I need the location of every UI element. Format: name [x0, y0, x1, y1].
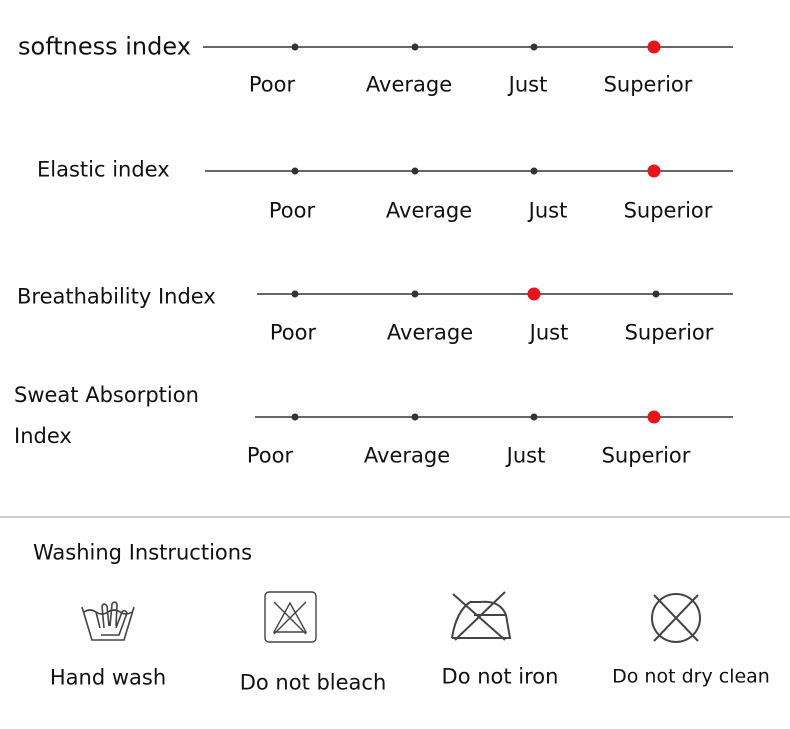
level-dot — [291, 413, 299, 421]
level-dot — [291, 43, 299, 51]
selected-dot — [647, 410, 661, 424]
washing-label: Do not iron — [441, 664, 559, 689]
level-label: Just — [529, 320, 569, 345]
level-label: Superior — [624, 320, 714, 345]
icon-no-iron — [451, 591, 512, 641]
level-label: Poor — [268, 198, 316, 223]
index-label: Breathability Index — [17, 284, 216, 309]
index-label: softness index — [18, 32, 191, 61]
level-label: Just — [508, 72, 548, 97]
level-label: Just — [506, 443, 546, 468]
level-dot — [530, 413, 538, 421]
level-dot — [411, 413, 419, 421]
level-label: Average — [365, 72, 453, 97]
level-dot — [530, 167, 538, 175]
level-dot — [411, 290, 419, 298]
index-label: Sweat Absorption Index — [14, 383, 199, 448]
level-dot — [291, 290, 299, 298]
level-label: Superior — [601, 443, 691, 468]
level-dot — [530, 43, 538, 51]
selected-dot — [527, 287, 541, 301]
icon-hand-wash — [81, 601, 135, 641]
level-label: Average — [385, 198, 473, 223]
level-label: Poor — [248, 72, 296, 97]
level-label: Superior — [603, 72, 693, 97]
level-dot — [291, 167, 299, 175]
icon-no-bleach — [264, 591, 317, 643]
level-dot — [411, 167, 419, 175]
washing-label: Do not dry clean — [612, 665, 770, 688]
selected-dot — [647, 164, 661, 178]
level-label: Superior — [623, 198, 713, 223]
level-label: Just — [528, 198, 568, 223]
level-label: Poor — [246, 443, 294, 468]
washing-label: Hand wash — [49, 665, 167, 690]
washing-label: Do not bleach — [239, 670, 387, 695]
level-label: Average — [363, 443, 451, 468]
icon-no-dry-clean — [651, 593, 701, 643]
level-dot — [652, 290, 660, 298]
washing-title: Washing Instructions — [33, 540, 253, 565]
level-label: Average — [386, 320, 474, 345]
level-label: Poor — [269, 320, 317, 345]
level-dot — [411, 43, 419, 51]
selected-dot — [647, 40, 661, 54]
index-label: Elastic index — [37, 157, 170, 182]
